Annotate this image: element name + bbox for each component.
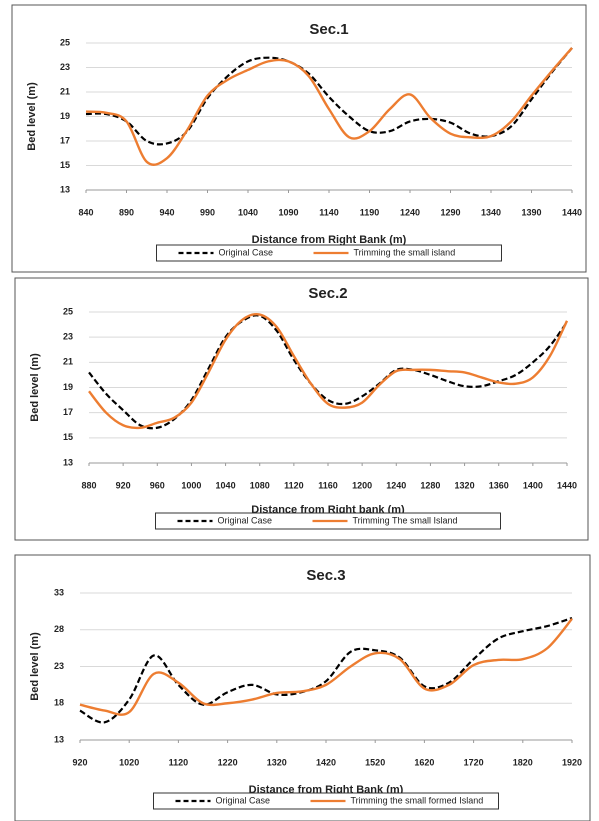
x-tick-label: 1240 <box>400 207 420 217</box>
x-tick-label: 880 <box>81 480 96 490</box>
panel-frame <box>14 554 591 821</box>
chart-panel: 13 15 17 19 21 23 25 840 890 940 990 1040 1090 1140 11… <box>11 4 587 273</box>
y-tick-label: 13 <box>60 184 70 194</box>
data-line <box>79 616 573 724</box>
x-tick-label: 1420 <box>316 757 336 767</box>
x-tick-label: 1520 <box>365 757 385 767</box>
x-tick-label: 1040 <box>238 207 258 217</box>
y-tick-label: 17 <box>63 407 73 417</box>
chart-title: Sec.1 <box>309 21 348 38</box>
legend-label: Trimming The small Island <box>353 515 458 525</box>
x-tick-label: 1390 <box>521 207 541 217</box>
y-tick-label: 19 <box>63 382 73 392</box>
chart-panel: 13 15 17 19 21 23 25 880 920 960 1000 1040 1080 1120 1… <box>14 277 589 541</box>
legend-label: Original Case <box>216 795 271 805</box>
y-axis-label: Bed level (m) <box>29 353 41 422</box>
y-axis-label: Bed level (m) <box>29 632 41 701</box>
legend-label: Trimming the small island <box>354 247 456 257</box>
data-line <box>85 47 573 146</box>
x-tick-label: 1440 <box>562 207 582 217</box>
x-tick-label: 940 <box>159 207 174 217</box>
y-tick-label: 21 <box>60 86 70 96</box>
y-tick-label: 17 <box>60 135 70 145</box>
x-tick-label: 1000 <box>181 480 201 490</box>
x-tick-label: 1120 <box>169 757 189 767</box>
x-tick-label: 1240 <box>386 480 406 490</box>
y-tick-label: 23 <box>54 661 64 671</box>
x-tick-label: 1290 <box>440 207 460 217</box>
y-tick-label: 25 <box>63 306 73 316</box>
x-tick-label: 1220 <box>218 757 238 767</box>
x-tick-label: 1080 <box>250 480 270 490</box>
x-tick-label: 1140 <box>319 207 339 217</box>
x-tick-label: 1340 <box>481 207 501 217</box>
x-tick-label: 1400 <box>523 480 543 490</box>
y-tick-label: 18 <box>54 698 64 708</box>
x-tick-label: 1090 <box>278 207 298 217</box>
x-tick-label: 1040 <box>216 480 236 490</box>
y-tick-label: 15 <box>60 160 70 170</box>
data-line <box>79 617 573 716</box>
x-tick-label: 1440 <box>557 480 577 490</box>
x-axis-label: Distance from Right Bank (m) <box>252 234 407 246</box>
y-tick-label: 13 <box>54 734 64 744</box>
y-tick-label: 19 <box>60 111 70 121</box>
x-tick-label: 1320 <box>267 757 287 767</box>
x-tick-label: 1320 <box>455 480 475 490</box>
legend-label: Trimming the small formed Island <box>351 795 484 805</box>
y-tick-label: 33 <box>54 587 64 597</box>
x-tick-label: 1920 <box>562 757 582 767</box>
x-tick-label: 1190 <box>360 207 380 217</box>
data-line <box>88 312 569 430</box>
y-tick-label: 25 <box>60 37 70 47</box>
x-tick-label: 990 <box>200 207 215 217</box>
legend-label: Original Case <box>219 247 274 257</box>
chart-title: Sec.2 <box>308 285 347 302</box>
x-tick-label: 1020 <box>119 757 139 767</box>
y-tick-label: 13 <box>63 457 73 467</box>
x-tick-label: 920 <box>72 757 87 767</box>
y-tick-label: 15 <box>63 432 73 442</box>
x-tick-label: 1720 <box>464 757 484 767</box>
chart-title: Sec.3 <box>306 567 345 584</box>
panel-frame <box>14 277 589 541</box>
y-tick-label: 21 <box>63 357 73 367</box>
x-tick-label: 890 <box>119 207 134 217</box>
legend-label: Original Case <box>218 515 273 525</box>
x-tick-label: 1360 <box>489 480 509 490</box>
x-tick-label: 960 <box>150 480 165 490</box>
x-tick-label: 1120 <box>284 480 304 490</box>
x-tick-label: 1280 <box>420 480 440 490</box>
data-line <box>88 314 568 430</box>
y-tick-label: 23 <box>60 62 70 72</box>
y-axis-label: Bed level (m) <box>26 82 38 151</box>
x-tick-label: 840 <box>78 207 93 217</box>
x-tick-label: 1620 <box>414 757 434 767</box>
chart-panel: 13 18 23 28 33 920 1020 1120 1220 1320 1420 1520 162… <box>14 554 591 821</box>
y-tick-label: 28 <box>54 624 64 634</box>
x-tick-label: 1820 <box>513 757 533 767</box>
panel-frame <box>11 4 587 273</box>
x-tick-label: 1200 <box>352 480 372 490</box>
y-tick-label: 23 <box>63 332 73 342</box>
x-tick-label: 920 <box>116 480 131 490</box>
data-line <box>85 47 573 166</box>
x-tick-label: 1160 <box>318 480 338 490</box>
